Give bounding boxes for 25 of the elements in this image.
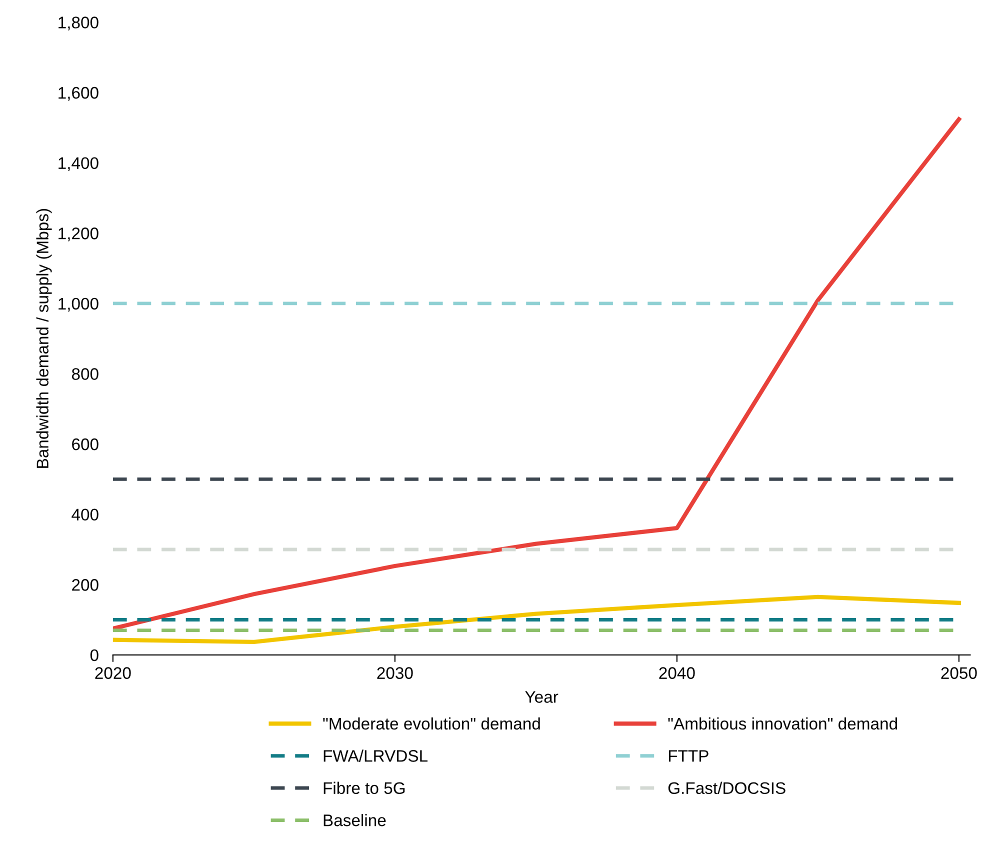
y-tick-label: 1,800 <box>58 16 98 30</box>
x-tick-label: 2050 <box>941 667 977 679</box>
legend-label: G.Fast/DOCSIS <box>668 782 786 794</box>
y-tick-label: 200 <box>72 579 98 591</box>
x-axis-title: Year <box>525 691 558 703</box>
y-tick-label: 400 <box>72 508 98 521</box>
y-tick-label: 800 <box>72 368 98 380</box>
legend-label: "Ambitious innovation" demand <box>668 717 897 730</box>
y-tick-label: 600 <box>72 438 98 450</box>
legend-label: Fibre to 5G <box>324 782 405 794</box>
y-tick-label: 1,400 <box>58 157 98 171</box>
y-tick-label: 0 <box>90 649 98 662</box>
y-tick-label: 1,200 <box>58 228 98 242</box>
y-tick-label: 1,000 <box>58 298 98 312</box>
x-tick-label: 2020 <box>95 667 131 679</box>
y-tick-label: 1,600 <box>58 86 98 101</box>
y-axis-title: Bandwidth demand / supply (Mbps) <box>36 208 52 468</box>
legend-label: "Moderate evolution" demand <box>323 717 540 730</box>
x-tick-label: 2030 <box>377 667 413 679</box>
legend-label: FTTP <box>668 750 708 762</box>
line-series <box>112 117 962 631</box>
x-tick-label: 2040 <box>659 667 695 679</box>
line-series <box>112 594 962 644</box>
legend-label: FWA/LRVDSL <box>324 750 428 762</box>
legend-label: Baseline <box>324 814 386 826</box>
